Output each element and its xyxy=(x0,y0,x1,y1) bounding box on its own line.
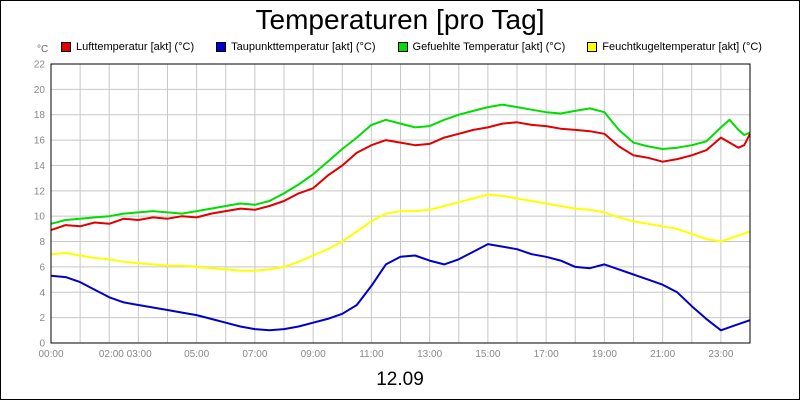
y-tick-label: 12 xyxy=(34,186,46,197)
x-tick-label: 15:00 xyxy=(475,349,500,360)
x-tick-label: 05:00 xyxy=(184,349,209,360)
plot-border xyxy=(50,63,751,344)
y-tick-label: 6 xyxy=(39,262,45,273)
series-line xyxy=(50,121,751,232)
x-tick-label: 21:00 xyxy=(650,349,675,360)
legend-swatch xyxy=(216,42,227,52)
legend-item: Taupunkttemperatur [akt] (°C) xyxy=(216,40,376,54)
legend-item: Gefuehlte Temperatur [akt] (°C) xyxy=(397,40,566,54)
x-tick-label: 09:00 xyxy=(301,349,326,360)
legend-swatch xyxy=(397,42,408,52)
legend-label: Gefuehlte Temperatur [akt] (°C) xyxy=(412,41,566,53)
y-tick-label: 18 xyxy=(34,110,46,121)
x-tick-label: 07:00 xyxy=(242,349,267,360)
y-tick-label: 0 xyxy=(39,339,45,350)
legend-label: Feuchtkugeltemperatur [akt] (°C) xyxy=(602,41,762,53)
y-tick-label: 16 xyxy=(34,136,46,147)
x-tick-label: 23:00 xyxy=(708,349,733,360)
x-tick-label: 13:00 xyxy=(417,349,442,360)
y-unit-label: °C xyxy=(37,44,49,55)
y-tick-label: 4 xyxy=(39,288,45,299)
y-tick-label: 20 xyxy=(34,85,46,96)
series-line xyxy=(50,103,751,225)
y-tick-label: 10 xyxy=(34,212,46,223)
legend-label: Taupunkttemperatur [akt] (°C) xyxy=(231,41,376,53)
x-tick-label: 19:00 xyxy=(592,349,617,360)
legend-label: Lufttemperatur [akt] (°C) xyxy=(76,41,195,53)
series-line xyxy=(50,193,751,272)
legend-swatch xyxy=(587,42,598,52)
x-tick-label: 00:00 xyxy=(38,349,63,360)
legend-item: Feuchtkugeltemperatur [akt] (°C) xyxy=(587,40,762,54)
x-tick-label: 17:00 xyxy=(534,349,559,360)
x-tick-label: 11:00 xyxy=(359,349,384,360)
series-line xyxy=(50,243,751,332)
y-tick-label: 8 xyxy=(39,237,45,248)
legend-item: Lufttemperatur [akt] (°C) xyxy=(61,40,194,54)
y-tick-label: 22 xyxy=(34,60,46,71)
chart-legend: Lufttemperatur [akt] (°C) Taupunkttempera… xyxy=(61,40,784,54)
date-label: 12.09 xyxy=(376,369,424,390)
x-tick-label: 02:00 03:00 xyxy=(99,349,152,360)
y-tick-label: 2 xyxy=(39,313,45,324)
y-tick-label: 14 xyxy=(34,161,46,172)
legend-swatch xyxy=(61,42,71,52)
chart-title: Temperaturen [pro Tag] xyxy=(255,4,545,35)
